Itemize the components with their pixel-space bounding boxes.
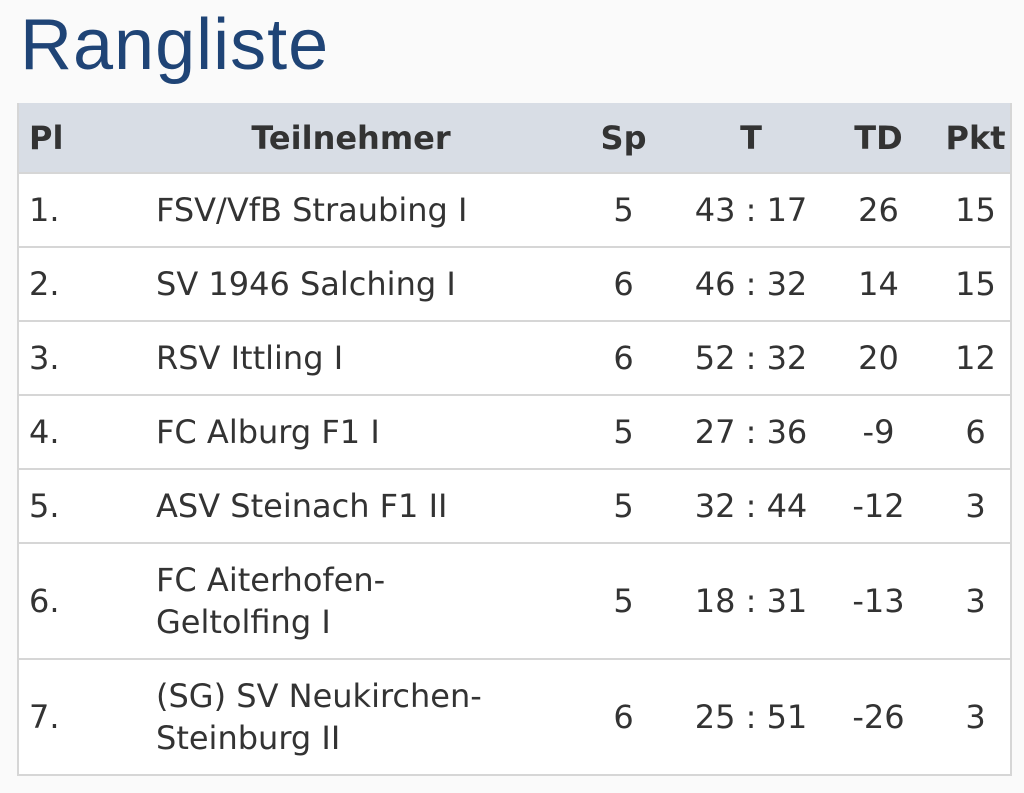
table-row: 2. SV 1946 Salching I 6 46 : 32 14 15 (18, 246, 1011, 321)
table-row: 4. FC Alburg F1 I 5 27 : 36 -9 6 (18, 394, 1011, 469)
column-header: Teilnehmer (141, 103, 561, 173)
team-name: FC Alburg F1 I (141, 394, 561, 469)
table-cell: 25 : 51 (686, 658, 816, 776)
table-cell: 52 : 32 (686, 320, 816, 395)
table-cell: 5 (561, 542, 686, 659)
team-name: FSV/VfB Straubing I (141, 172, 561, 247)
column-header: Sp (561, 103, 686, 173)
team-name: SV 1946 Salching I (141, 246, 561, 321)
column-header: T (686, 103, 816, 173)
table-cell: 3 (941, 658, 1011, 776)
table-row: 3. RSV Ittling I 6 52 : 32 20 12 (18, 320, 1011, 395)
table-row: 6. FC Aiterhofen-Geltolfing I 5 18 : 31 -13 3 (18, 542, 1011, 659)
table-cell: 6 (561, 246, 686, 321)
team-name: ASV Steinach F1 II (141, 468, 561, 543)
table-row: 7. (SG) SV Neukirchen-Steinburg II 6 25 : 5… (18, 658, 1011, 776)
table-cell: 3 (941, 468, 1011, 543)
column-header: Pl (18, 103, 141, 173)
team-name: RSV Ittling I (141, 320, 561, 395)
table-cell: 5 (561, 394, 686, 469)
table-cell: 6. (18, 542, 141, 659)
table-cell: 27 : 36 (686, 394, 816, 469)
table-cell: 6 (561, 658, 686, 776)
table-cell: -26 (816, 658, 941, 776)
table-cell: 5 (561, 468, 686, 543)
header-row: Pl Teilnehmer Sp T TD Pkt (18, 103, 1011, 173)
column-header: TD (816, 103, 941, 173)
table-cell: 43 : 17 (686, 172, 816, 247)
table-cell: 46 : 32 (686, 246, 816, 321)
table-cell: 18 : 31 (686, 542, 816, 659)
team-name: (SG) SV Neukirchen-Steinburg II (141, 658, 561, 776)
table-cell: 15 (941, 172, 1011, 247)
team-name: FC Aiterhofen-Geltolfing I (141, 542, 561, 659)
table-cell: 3. (18, 320, 141, 395)
table-cell: 12 (941, 320, 1011, 395)
table-cell: 32 : 44 (686, 468, 816, 543)
table-cell: 4. (18, 394, 141, 469)
table-cell: 1. (18, 172, 141, 247)
table-cell: 6 (561, 320, 686, 395)
table-cell: 7. (18, 658, 141, 776)
table-cell: -9 (816, 394, 941, 469)
table-cell: -13 (816, 542, 941, 659)
table-cell: 3 (941, 542, 1011, 659)
table-cell: -12 (816, 468, 941, 543)
table-cell: 2. (18, 246, 141, 321)
table-cell: 15 (941, 246, 1011, 321)
ranking-table: Pl Teilnehmer Sp T TD Pkt 1. FSV/VfB Straubing… (17, 103, 1012, 776)
table-cell: 26 (816, 172, 941, 247)
table-cell: 20 (816, 320, 941, 395)
table-cell: 5. (18, 468, 141, 543)
column-header: Pkt (941, 103, 1011, 173)
table-cell: 14 (816, 246, 941, 321)
table-row: 1. FSV/VfB Straubing I 5 43 : 17 26 15 (18, 172, 1011, 247)
page-title: Rangliste (20, 5, 330, 85)
table-row: 5. ASV Steinach F1 II 5 32 : 44 -12 3 (18, 468, 1011, 543)
table-cell: 5 (561, 172, 686, 247)
table-cell: 6 (941, 394, 1011, 469)
